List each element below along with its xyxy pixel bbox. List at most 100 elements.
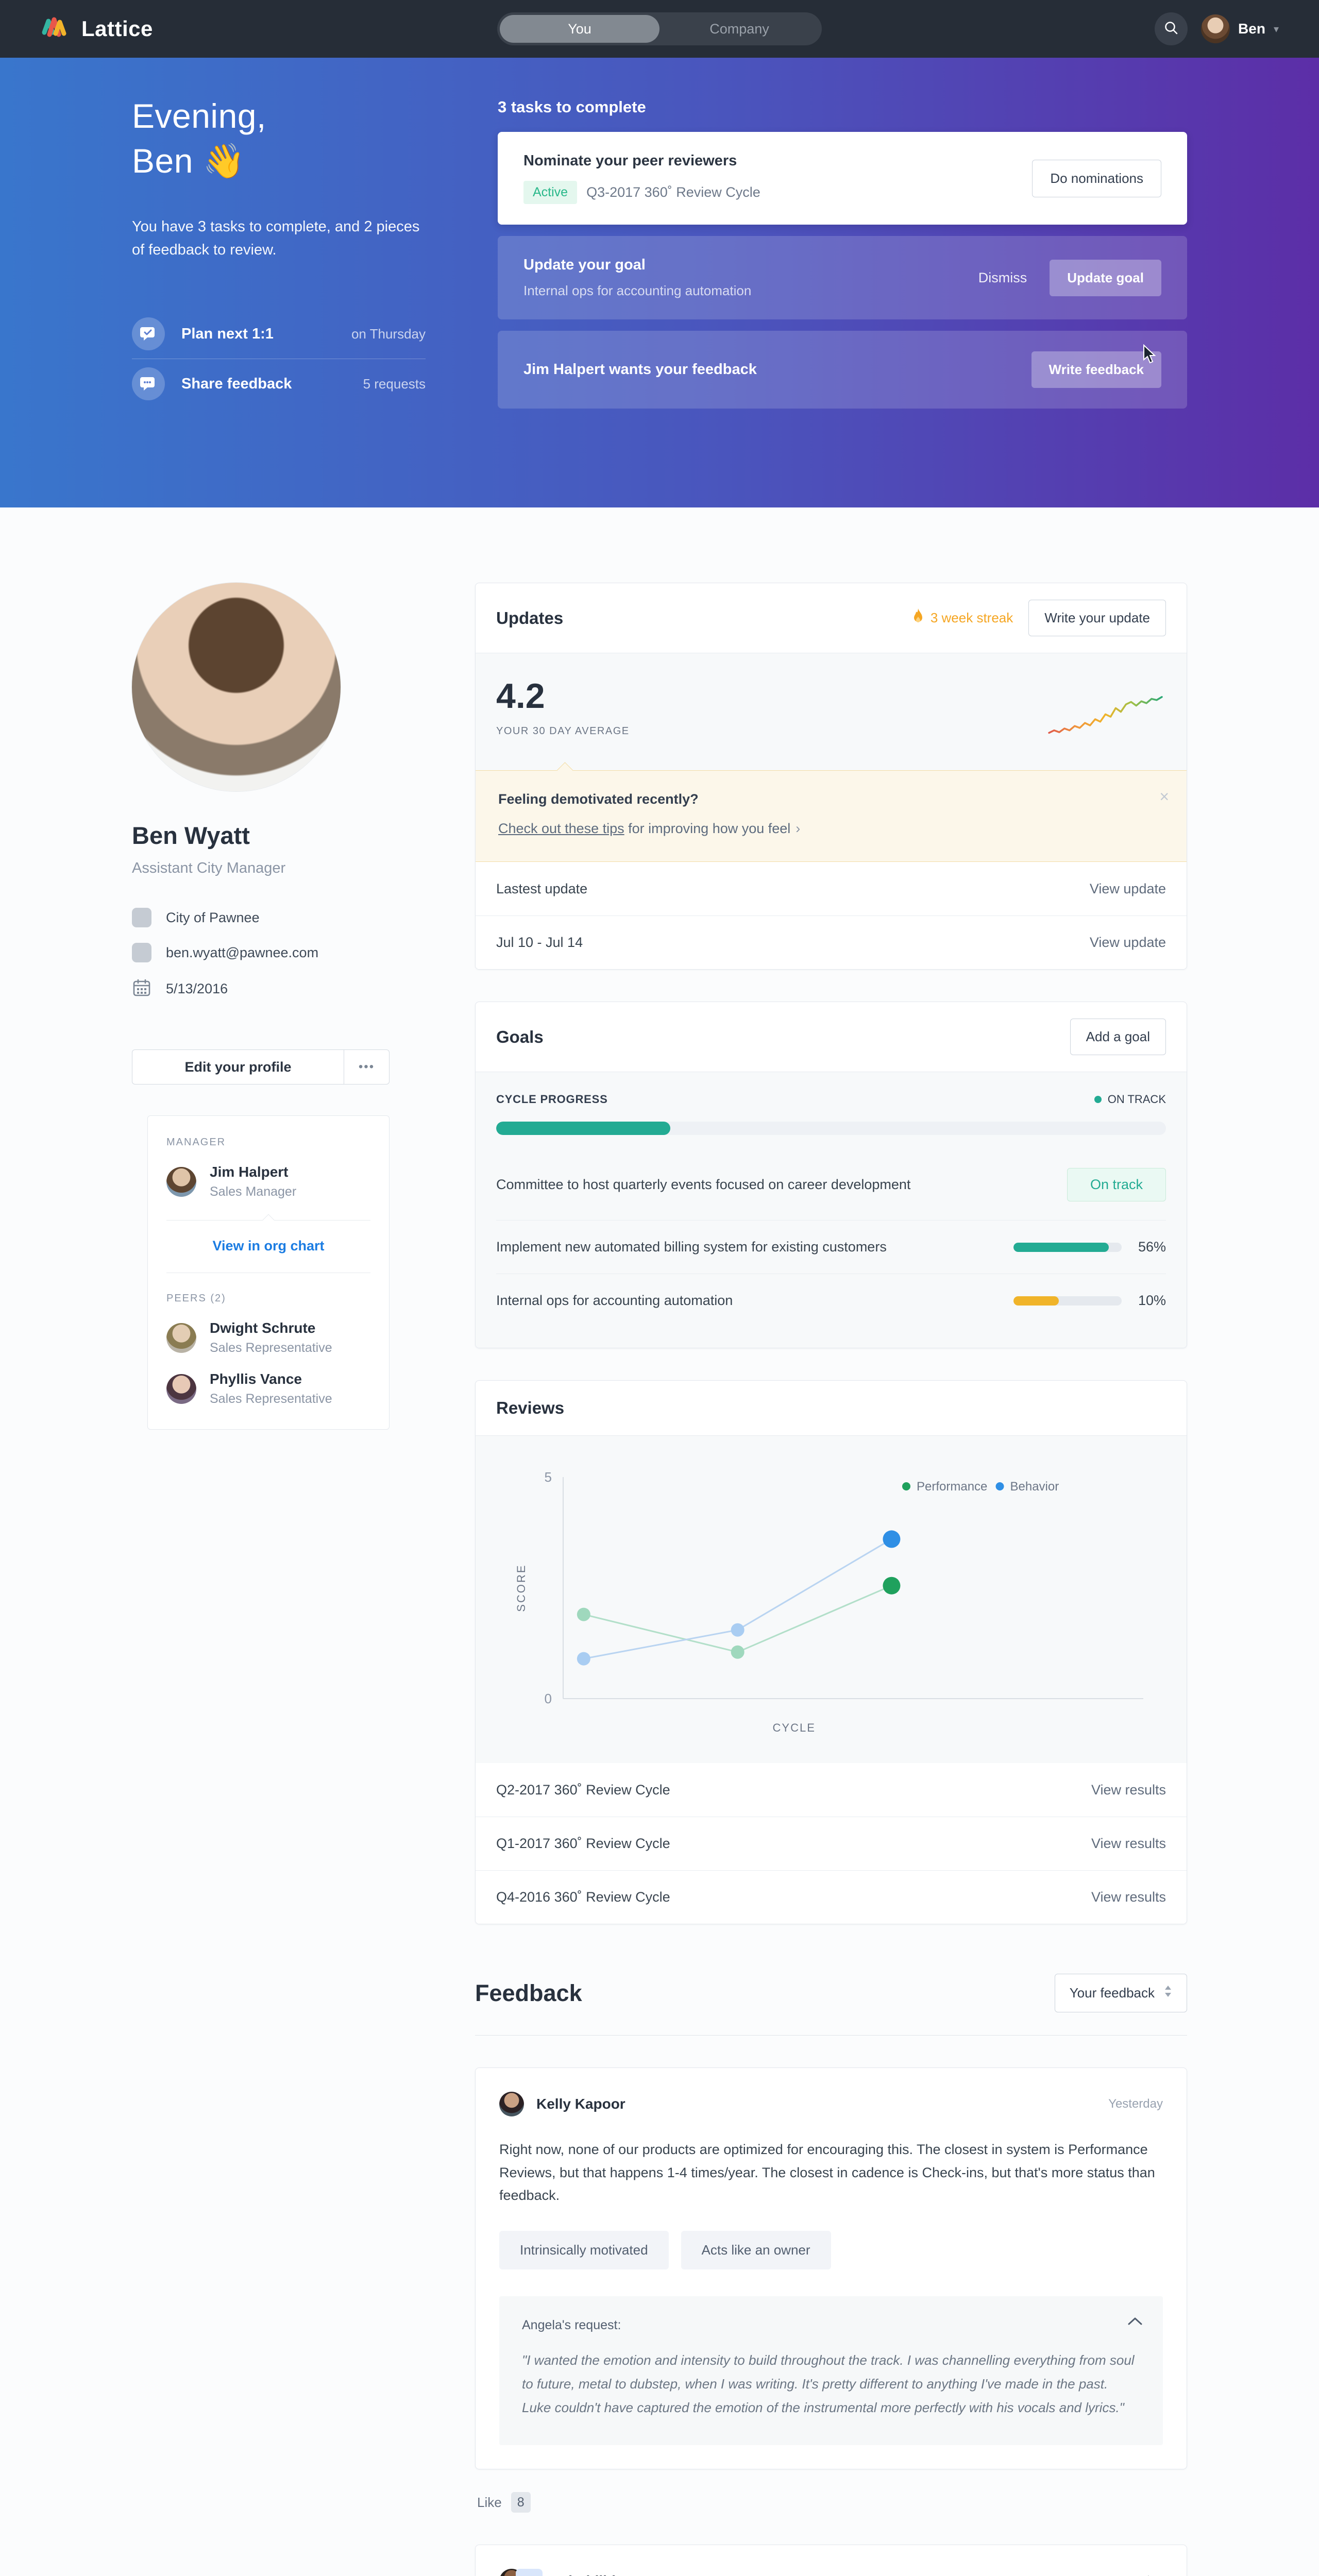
dismiss-button[interactable]: Dismiss xyxy=(978,269,1027,285)
more-options-button[interactable]: ••• xyxy=(344,1050,389,1084)
main-content: Ben Wyatt Assistant City Manager City of… xyxy=(0,507,1319,2576)
top-nav: Lattice You Company Ben ▾ xyxy=(0,0,1319,58)
status-dot-icon xyxy=(1094,1096,1102,1103)
company-row: City of Pawnee xyxy=(132,908,405,927)
cycle-progress-fill xyxy=(496,1122,670,1135)
todo-label: Share feedback xyxy=(181,375,292,392)
review-cycle-row: Q1-2017 360˚ Review Cycle View results xyxy=(476,1817,1187,1870)
update-goal-button[interactable]: Update goal xyxy=(1050,259,1161,296)
svg-text:5: 5 xyxy=(545,1469,552,1485)
view-results-link[interactable]: View results xyxy=(1091,1836,1166,1851)
streak-indicator: 3 week streak xyxy=(912,608,1013,628)
goal-status-pill: On track xyxy=(1067,1168,1166,1201)
feedback-title: Feedback xyxy=(475,1979,582,2006)
chat-dots-icon xyxy=(132,367,165,401)
goal-row[interactable]: Implement new automated billing system f… xyxy=(496,1220,1166,1274)
view-org-chart-link[interactable]: View in org chart xyxy=(166,1221,370,1273)
profile-name: Ben Wyatt xyxy=(132,822,250,849)
goal-row[interactable]: Internal ops for accounting automation 1… xyxy=(496,1274,1166,1327)
toggle-you[interactable]: You xyxy=(500,15,660,43)
svg-text:Performance: Performance xyxy=(917,1480,987,1494)
updates-title: Updates xyxy=(496,608,564,628)
svg-text:0: 0 xyxy=(545,1691,552,1706)
task-card-write-feedback: Jim Halpert wants your feedback Write fe… xyxy=(498,331,1187,409)
task-card-update-goal: Update your goal Internal ops for accoun… xyxy=(498,236,1187,319)
you-company-toggle: You Company xyxy=(497,12,822,45)
reviews-chart: 0 5 SCORE CYCLE Performance Behavior xyxy=(476,1435,1187,1763)
add-goal-button[interactable]: Add a goal xyxy=(1070,1019,1166,1055)
like-button-partial[interactable] xyxy=(516,2569,543,2576)
user-menu[interactable]: Ben ▾ xyxy=(1201,14,1279,43)
post-date: Yesterday xyxy=(1108,2097,1163,2111)
feedback-post-kelly: Kelly Kapoor Yesterday Right now, none o… xyxy=(475,2067,1187,2470)
todo-meta: on Thursday xyxy=(351,326,426,342)
cycle-progress-label: CYCLE PROGRESS xyxy=(496,1093,608,1106)
brand[interactable]: Lattice xyxy=(40,13,153,45)
update-row: Lastest update View update xyxy=(496,880,1166,896)
task-title: Nominate your peer reviewers xyxy=(523,152,737,169)
request-box: Angela's request: "I wanted the emotion … xyxy=(499,2296,1163,2446)
search-button[interactable] xyxy=(1155,12,1188,45)
review-cycle-row: Q2-2017 360˚ Review Cycle View results xyxy=(496,1782,1166,1798)
peer-row[interactable]: Phyllis Vance Sales Representative xyxy=(166,1371,370,1406)
mouse-cursor xyxy=(1142,344,1159,367)
task-cycle: Q3-2017 360˚ Review Cycle xyxy=(586,184,760,200)
post-author: Kelly Kapoor xyxy=(536,2096,625,2112)
goals-title: Goals xyxy=(496,1027,544,1046)
profile-column: Ben Wyatt Assistant City Manager City of… xyxy=(132,583,405,2576)
score-sparkline xyxy=(1045,676,1166,744)
building-icon xyxy=(132,908,151,927)
post-author: Daryl Philbin xyxy=(536,2573,1108,2576)
reviews-card: Reviews 0 5 SCORE CYCLE Performance Behavior … xyxy=(475,1380,1187,1924)
chat-check-icon xyxy=(132,317,165,351)
toggle-company[interactable]: Company xyxy=(709,21,769,37)
flame-icon xyxy=(912,608,924,628)
close-icon[interactable]: × xyxy=(1159,787,1169,806)
email-row: ben.wyatt@pawnee.com xyxy=(132,943,405,962)
divider xyxy=(166,1220,370,1221)
edit-profile-split-button: Edit your profile ••• xyxy=(132,1049,390,1084)
hero-todo-list: Plan next 1:1 on Thursday Share feedback… xyxy=(132,309,426,409)
like-button[interactable]: Like xyxy=(477,2494,502,2510)
svg-text:Behavior: Behavior xyxy=(1010,1480,1059,1494)
post-date: Yesterday xyxy=(1108,2574,1163,2576)
like-count-badge[interactable]: 8 xyxy=(511,2492,531,2513)
edit-profile-button[interactable]: Edit your profile xyxy=(184,1059,292,1075)
greeting-subtitle: You have 3 tasks to complete, and 2 piec… xyxy=(132,218,420,259)
org-card: MANAGER Jim Halpert Sales Manager View i… xyxy=(147,1115,390,1430)
start-date-row: 5/13/2016 xyxy=(132,978,405,1000)
avatar xyxy=(166,1323,196,1353)
post-body: Right now, none of our products are opti… xyxy=(499,2142,1155,2204)
feedback-filter-select[interactable]: Your feedback xyxy=(1054,1974,1187,2012)
update-row: Jul 10 - Jul 14 View update xyxy=(476,916,1187,969)
todo-share-feedback[interactable]: Share feedback 5 requests xyxy=(132,359,426,409)
write-update-button[interactable]: Write your update xyxy=(1028,600,1166,636)
chevron-up-icon[interactable] xyxy=(1128,2317,1142,2328)
chevron-right-icon: › xyxy=(796,821,801,836)
peer-row[interactable]: Dwight Schrute Sales Representative xyxy=(166,1320,370,1355)
todo-plan-1on1[interactable]: Plan next 1:1 on Thursday xyxy=(132,309,426,359)
email-icon xyxy=(132,943,151,962)
profile-photo xyxy=(132,583,341,791)
goal-row[interactable]: Committee to host quarterly events focus… xyxy=(496,1149,1166,1220)
do-nominations-button[interactable]: Do nominations xyxy=(1032,159,1161,197)
task-card-nominations: Nominate your peer reviewers Active Q3-2… xyxy=(498,132,1187,225)
view-results-link[interactable]: View results xyxy=(1091,1889,1166,1905)
view-update-link[interactable]: View update xyxy=(1089,880,1166,896)
tips-link[interactable]: Check out these tips for improving how y… xyxy=(498,821,801,836)
review-cycle-row: Q4-2016 360˚ Review Cycle View results xyxy=(476,1870,1187,1924)
nav-right: Ben ▾ xyxy=(1155,12,1279,45)
view-update-link[interactable]: View update xyxy=(1089,935,1166,950)
hero-greeting-block: Evening, Ben 👋 You have 3 tasks to compl… xyxy=(132,94,426,507)
feedback-tag: Intrinsically motivated xyxy=(499,2230,669,2269)
chevron-down-icon: ▾ xyxy=(1273,23,1279,35)
task-title: Update your goal xyxy=(523,257,646,273)
manager-row[interactable]: Jim Halpert Sales Manager xyxy=(166,1164,370,1199)
updates-card: Updates 3 week streak Write your update … xyxy=(475,583,1187,970)
write-feedback-button[interactable]: Write feedback xyxy=(1031,351,1161,388)
view-results-link[interactable]: View results xyxy=(1091,1782,1166,1798)
feedback-post-daryl: Daryl Philbin Yesterday Angela - thanks … xyxy=(475,2545,1187,2576)
score-value: 4.2 xyxy=(496,676,545,716)
like-row: Like 8 xyxy=(475,2492,1187,2513)
svg-text:SCORE: SCORE xyxy=(515,1564,528,1612)
